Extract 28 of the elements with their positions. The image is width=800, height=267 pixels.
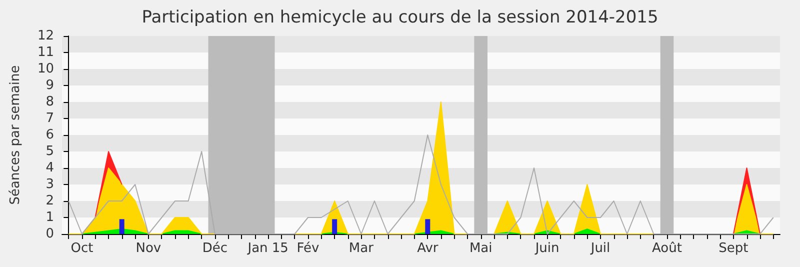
x-tick-label: Mai (469, 241, 492, 256)
x-tick-label: Fév (296, 241, 320, 256)
y-axis-title: Séances par semaine (8, 65, 23, 205)
x-tick-label: Nov (136, 241, 162, 256)
y-tick-label: 0 (46, 226, 54, 242)
y-tick-label: 7 (46, 111, 54, 126)
y-tick-label: 9 (46, 78, 54, 93)
x-tick-label: Oct (70, 241, 94, 256)
x-tick-label: Sept (718, 241, 748, 256)
y-tick-label: 10 (37, 62, 54, 76)
y-tick-label: 1 (46, 210, 54, 225)
x-tick-label: Juin (534, 241, 560, 256)
y-tick-label: 8 (46, 94, 54, 110)
line-series (68, 134, 774, 234)
chart-title: Participation en hemicycle au cours de la session 2014-2015 (142, 8, 658, 28)
y-tick-label: 12 (37, 28, 54, 44)
x-tick-label: Déc (202, 241, 228, 256)
y-tick-label: 3 (46, 177, 54, 192)
y-tick-label: 11 (37, 45, 54, 60)
x-tick-label: Avr (417, 241, 439, 256)
x-tick-label: Mar (348, 241, 374, 256)
x-tick-label: Juil (590, 241, 610, 256)
x-tick-label: Jan 15 (246, 241, 288, 256)
x-tick-label: Août (652, 241, 682, 256)
y-tick-label: 5 (46, 144, 54, 159)
y-tick-label: 4 (46, 160, 54, 176)
y-tick-label: 6 (46, 128, 54, 142)
y-tick-label: 2 (46, 194, 54, 208)
